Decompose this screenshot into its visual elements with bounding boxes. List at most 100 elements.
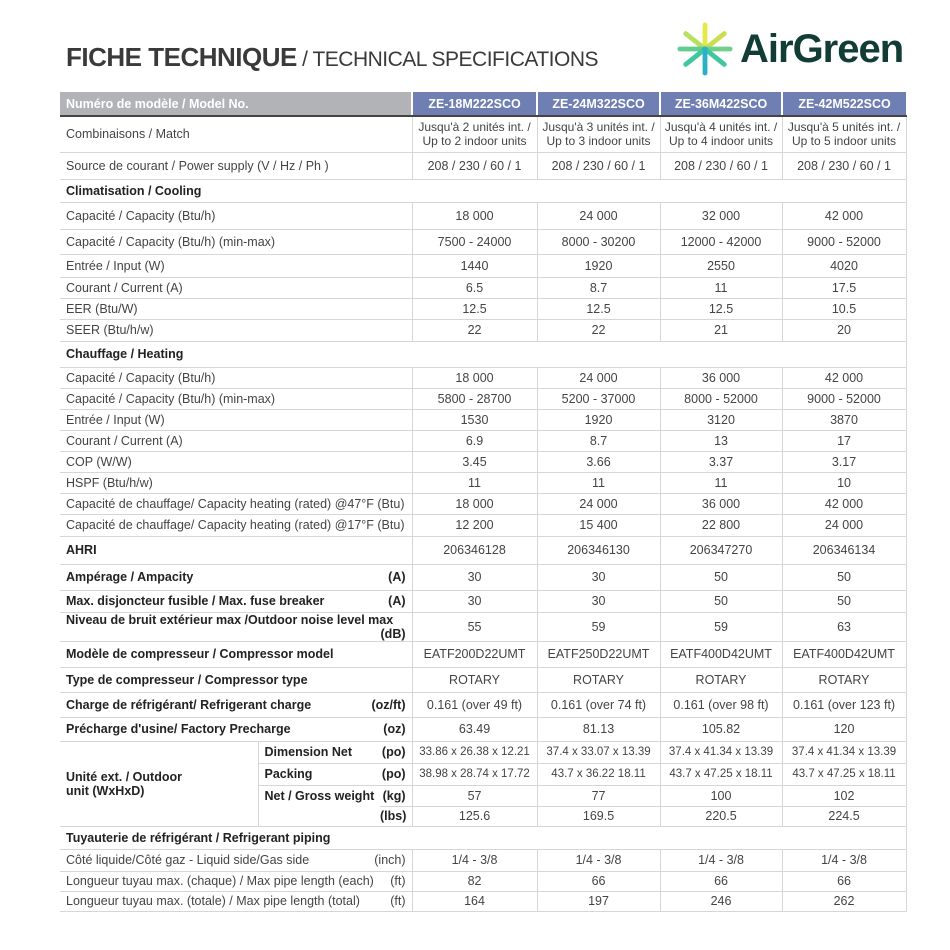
value-cell: 50 xyxy=(781,564,907,591)
value-cell: 169.5 xyxy=(536,806,661,827)
table-row: Longueur tuyau max. (totale) / Max pipe … xyxy=(60,891,907,912)
value-cell: 50 xyxy=(659,564,783,591)
row-label-text: COP (W/W) xyxy=(66,454,132,469)
value-cell: 11 xyxy=(536,472,661,494)
row-label-text: Entrée / Input (W) xyxy=(66,412,165,427)
table-row: Entrée / Input (W) 1440 1920 2550 4020 xyxy=(60,254,907,278)
table-row: (lbs) 125.6 169.5 220.5 224.5 xyxy=(60,806,907,827)
value-cell: 197 xyxy=(536,891,661,912)
value-cell: 4020 xyxy=(781,254,907,278)
row-label: Type de compresseur / Compressor type xyxy=(60,667,413,693)
value-cell: 1/4 - 3/8 xyxy=(781,849,907,872)
row-label-text: Source de courant / Power supply (V / Hz… xyxy=(66,158,329,173)
value-cell: 63 xyxy=(781,612,907,642)
unit-label: (inch) xyxy=(374,853,406,867)
table-row: Précharge d'usine/ Factory Precharge (oz)… xyxy=(60,717,907,742)
unit-label: (oz/ft) xyxy=(371,697,406,712)
value-cell: EATF250D22UMT xyxy=(536,641,661,668)
table-row: Capacité / Capacity (Btu/h) (min-max) 750… xyxy=(60,229,907,255)
row-label-text: HSPF (Btu/h/w) xyxy=(66,475,153,490)
value-cell: 24 000 xyxy=(536,202,661,230)
value-cell: 32 000 xyxy=(659,202,783,230)
value-cell: 15 400 xyxy=(536,514,661,537)
table-row: Packing (po) 38.98 x 28.74 x 17.72 43.7 x 3… xyxy=(60,763,907,786)
value-cell: 43.7 x 36.22 18.11 xyxy=(536,763,661,786)
row-label: Capacité / Capacity (Btu/h) xyxy=(60,202,413,230)
row-label-text: Précharge d'usine/ Factory Precharge xyxy=(66,722,291,736)
section-title: Climatisation / Cooling xyxy=(60,179,907,203)
table-row: EER (Btu/W) 12.5 12.5 12.5 10.5 xyxy=(60,298,907,320)
value-cell: 8000 - 52000 xyxy=(659,388,783,410)
row-label: Précharge d'usine/ Factory Precharge (oz) xyxy=(60,717,413,742)
value-cell: 208 / 230 / 60 / 1 xyxy=(781,152,907,180)
table-row: Niveau de bruit extérieur max /Outdoor n… xyxy=(60,612,907,642)
value-cell: 22 xyxy=(536,319,661,342)
value-cell: 1/4 - 3/8 xyxy=(659,849,783,872)
section-row: Climatisation / Cooling xyxy=(60,179,907,203)
value-cell: 100 xyxy=(659,785,783,807)
value-cell: 50 xyxy=(781,590,907,613)
row-label: Capacité / Capacity (Btu/h) (min-max) xyxy=(60,229,413,255)
value-cell: 224.5 xyxy=(781,806,907,827)
row-label: Longueur tuyau max. (chaque) / Max pipe … xyxy=(60,871,413,892)
table-row: HSPF (Btu/h/w) 11 11 11 10 xyxy=(60,472,907,494)
value-cell: Jusqu'à 4 unités int. / Up to 4 indoor u… xyxy=(659,116,783,153)
value-cell: EATF400D42UMT xyxy=(659,641,783,668)
row-label: Source de courant / Power supply (V / Hz… xyxy=(60,152,413,180)
row-label: Courant / Current (A) xyxy=(60,277,413,299)
value-cell: 66 xyxy=(536,871,661,892)
value-cell: ROTARY xyxy=(536,667,661,693)
sub-label xyxy=(257,806,380,827)
value-cell: 30 xyxy=(536,564,661,591)
value-cell: EATF200D22UMT xyxy=(411,641,538,668)
sub-label: Packing xyxy=(257,763,380,786)
row-label-text: EER (Btu/W) xyxy=(66,301,138,316)
value-cell: 36 000 xyxy=(659,493,783,515)
value-cell: 7500 - 24000 xyxy=(411,229,538,255)
value-cell: 220.5 xyxy=(659,806,783,827)
table-row: Capacité / Capacity (Btu/h) 18 000 24 000 3… xyxy=(60,367,907,389)
table-row: Courant / Current (A) 6.5 8.7 11 17.5 xyxy=(60,277,907,299)
row-label-text: Ampérage / Ampacity xyxy=(66,570,194,584)
value-cell: 37.4 x 33.07 x 13.39 xyxy=(536,741,661,764)
value-cell: 208 / 230 / 60 / 1 xyxy=(536,152,661,180)
value-cell: 22 xyxy=(411,319,538,342)
table-row: Capacité / Capacity (Btu/h) 18 000 24 000 3… xyxy=(60,202,907,230)
value-cell: 208 / 230 / 60 / 1 xyxy=(659,152,783,180)
value-cell: 5800 - 28700 xyxy=(411,388,538,410)
value-cell: 5200 - 37000 xyxy=(536,388,661,410)
row-label: Courant / Current (A) xyxy=(60,430,413,452)
table-row: Courant / Current (A) 6.9 8.7 13 17 xyxy=(60,430,907,452)
section-row: Tuyauterie de réfrigérant / Refrigerant … xyxy=(60,826,907,850)
value-cell: 24 000 xyxy=(536,493,661,515)
value-cell: 21 xyxy=(659,319,783,342)
value-cell: Jusqu'à 5 unités int. / Up to 5 indoor u… xyxy=(781,116,907,153)
value-cell: 0.161 (over 49 ft) xyxy=(411,692,538,718)
value-cell: 33.86 x 26.38 x 12.21 xyxy=(411,741,538,764)
value-cell: 6.9 xyxy=(411,430,538,452)
row-label-text: Longueur tuyau max. (chaque) / Max pipe … xyxy=(66,874,374,888)
value-cell: 30 xyxy=(536,590,661,613)
value-cell: 38.98 x 28.74 x 17.72 xyxy=(411,763,538,786)
row-label: Entrée / Input (W) xyxy=(60,409,413,431)
value-cell: 8.7 xyxy=(536,277,661,299)
value-cell: 3.17 xyxy=(781,451,907,473)
value-cell: 3.45 xyxy=(411,451,538,473)
value-cell: 1/4 - 3/8 xyxy=(536,849,661,872)
row-label-text: Longueur tuyau max. (totale) / Max pipe … xyxy=(66,894,360,908)
value-cell: 17 xyxy=(781,430,907,452)
value-cell: 0.161 (over 123 ft) xyxy=(781,692,907,718)
row-label-text: SEER (Btu/h/w) xyxy=(66,323,154,337)
unit-label: (A) xyxy=(388,570,406,584)
row-label-text: Courant / Current (A) xyxy=(66,280,183,295)
value-cell: 0.161 (over 74 ft) xyxy=(536,692,661,718)
value-cell: 12.5 xyxy=(659,298,783,320)
table-row: Source de courant / Power supply (V / Hz… xyxy=(60,152,907,180)
value-cell: 105.82 xyxy=(659,717,783,742)
value-cell: 42 000 xyxy=(781,202,907,230)
spec-table: Numéro de modèle / Model No. ZE-18M222SCO… xyxy=(60,92,907,912)
row-label: Entrée / Input (W) xyxy=(60,254,413,278)
value-cell: 82 xyxy=(411,871,538,892)
value-cell: Jusqu'à 2 unités int. / Up to 2 indoor u… xyxy=(411,116,538,153)
value-cell: 3.66 xyxy=(536,451,661,473)
